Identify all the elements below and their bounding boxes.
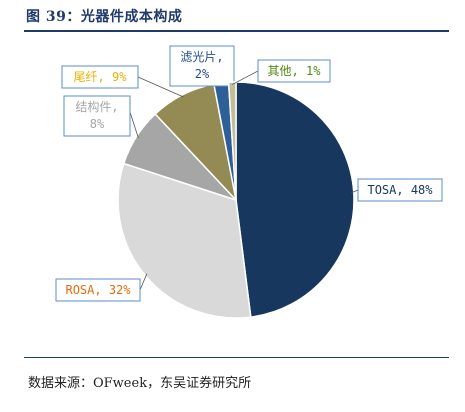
- data-label-name-4: 滤光片,: [180, 50, 223, 64]
- data-label-box-5: [257, 59, 331, 83]
- data-label-box-1: [55, 278, 141, 302]
- data-label-5: 其他, 1%: [268, 64, 322, 78]
- data-label-box-0: [357, 178, 443, 202]
- leader-line-5: [232, 70, 259, 85]
- data-label-3: 尾纤, 9%: [74, 70, 128, 84]
- source-rule: [24, 357, 449, 358]
- pie-slice-1: [117, 162, 252, 319]
- data-label-value-2: 8%: [90, 117, 105, 131]
- leader-line-3: [137, 76, 184, 98]
- data-label-box-3: [61, 65, 139, 89]
- data-label-name-2: 结构件,: [75, 99, 118, 114]
- figure-title: 图 39：光器件成本构成: [26, 9, 183, 25]
- data-label-box-2: [63, 95, 131, 137]
- pie-slice-0: [235, 81, 355, 318]
- pie-slice-5: [227, 81, 237, 201]
- title-rule: [24, 30, 449, 32]
- data-label-box-4: [169, 45, 235, 87]
- data-label-0: TOSA, 48%: [367, 183, 433, 197]
- data-label-value-4: 2%: [195, 67, 210, 81]
- source-note: 数据来源：OFweek，东吴证券研究所: [28, 376, 252, 391]
- leader-line-0: [351, 189, 359, 194]
- leader-line-2: [129, 111, 139, 139]
- leader-line-1: [139, 273, 148, 291]
- data-label-1: ROSA, 32%: [65, 283, 131, 297]
